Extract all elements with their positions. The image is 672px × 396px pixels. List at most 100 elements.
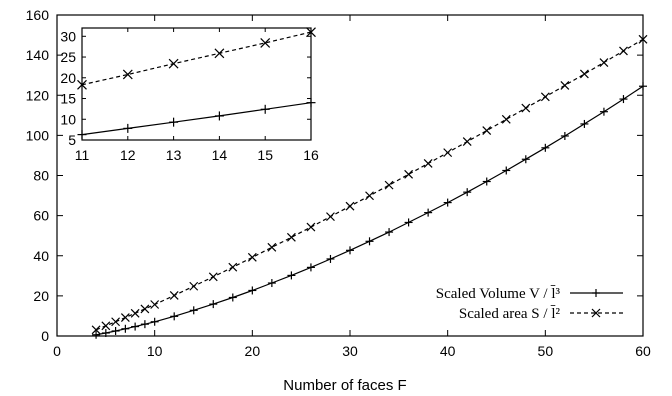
main-series-1-point-30 xyxy=(619,46,628,56)
main-series-1-point-16-d2 xyxy=(345,201,355,211)
main-series-1-point-4-d2 xyxy=(130,308,140,318)
inset-series-1-point-0 xyxy=(77,79,87,90)
legend-entry-1-label: Scaled area S / l̄² xyxy=(459,306,561,322)
main-series-0-point-6 xyxy=(150,317,159,326)
main-series-1-point-11 xyxy=(247,252,257,262)
main-series-0-point-16 xyxy=(346,246,354,255)
main-series-0-point-26 xyxy=(541,143,550,152)
main-series-1-point-9 xyxy=(208,272,218,282)
main-series-0-point-13 xyxy=(287,271,296,280)
main-series-0-point-22 xyxy=(463,188,472,197)
main-y-tick-label-1: 20 xyxy=(33,288,49,304)
main-series-0-point-24 xyxy=(502,166,511,175)
main-series-1-point-20-d2 xyxy=(423,159,433,168)
main-series-1-point-13 xyxy=(286,232,296,242)
main-y-tick-label-2: 40 xyxy=(33,248,49,264)
main-series-1-point-26 xyxy=(540,92,550,102)
main-series-1-point-5-d2 xyxy=(140,304,150,314)
inset-frame xyxy=(81,27,312,141)
inset-series-1-point-1-d2 xyxy=(122,69,133,80)
main-y-tick-label-7: 140 xyxy=(26,47,50,63)
main-series-1-point-29-d2 xyxy=(599,58,609,67)
main-series-0-point-21 xyxy=(443,198,452,207)
legend: Scaled Volume V / l̄³ Scaled area S / l̄² xyxy=(436,286,623,322)
main-series-0-point-3 xyxy=(121,324,130,333)
main-series-0-point-5 xyxy=(140,320,149,329)
main-series-1-point-21-d2 xyxy=(443,148,453,158)
inset-series-1-point-4-d2 xyxy=(260,38,271,48)
main-series-0-point-9 xyxy=(209,300,218,309)
main-series-1-point-11-d2 xyxy=(247,252,257,262)
main-x-tick-label-2: 20 xyxy=(245,343,261,359)
main-x-tick-label-3: 30 xyxy=(342,343,358,359)
inset-series-0-point-2 xyxy=(169,117,179,127)
main-x-tick-label-0: 0 xyxy=(53,343,61,359)
main-series-0-point-10 xyxy=(228,293,237,302)
inset-series-0-point-0 xyxy=(77,130,87,140)
main-series-0-point-2 xyxy=(111,326,120,335)
main-series-0-point-15 xyxy=(326,254,335,263)
main-series-0-point-28 xyxy=(580,119,589,128)
main-series-1-point-31 xyxy=(638,34,648,44)
main-series-1-point-15 xyxy=(326,212,335,222)
main-series-1-point-19 xyxy=(404,169,414,179)
main-series-1-point-23-d2 xyxy=(482,126,492,135)
inset-series-1-point-2 xyxy=(168,58,179,69)
main-series-1-point-19-d2 xyxy=(404,169,414,179)
inset-x-tick-label-0: 11 xyxy=(75,147,90,163)
main-series-0-point-11 xyxy=(248,286,257,295)
inset-y-tick-label-3: 20 xyxy=(60,70,76,86)
main-series-1-point-10-d2 xyxy=(228,262,238,272)
main-series-1-point-6 xyxy=(150,300,160,309)
main-series-1-point-4 xyxy=(130,308,140,318)
inset-y-tick-label-2: 15 xyxy=(60,91,76,107)
inset-series-1-point-3 xyxy=(214,48,225,59)
inset-series-1-point-1 xyxy=(122,69,133,80)
inset-series-0-point-3 xyxy=(214,111,224,121)
main-series-0-point-7 xyxy=(170,312,179,321)
inset-series-1-point-2-d2 xyxy=(168,58,179,69)
main-series-1-point-0 xyxy=(91,325,101,335)
inset-series-1-point-5-d2 xyxy=(306,27,316,38)
main-series-0-point-0 xyxy=(92,330,101,339)
main-series-1-point-7 xyxy=(169,291,179,300)
main-series-1-point-28-d2 xyxy=(579,69,589,79)
main-series-0-point-27 xyxy=(560,131,569,140)
main-series-1-point-15-d2 xyxy=(326,212,335,222)
main-x-tick-label-6: 60 xyxy=(635,343,651,359)
main-series-1-point-22 xyxy=(462,137,472,147)
inset-y-tick-label-5: 30 xyxy=(60,28,76,44)
main-series-1-point-2 xyxy=(111,317,121,327)
main-series-1-point-24-d2 xyxy=(501,114,511,124)
main-series-1-point-18 xyxy=(384,180,394,190)
main-series-1-point-24 xyxy=(501,114,511,124)
main-series-1-point-17-d2 xyxy=(365,191,374,201)
main-series-1-point-25 xyxy=(521,103,531,113)
main-series-1-point-10 xyxy=(228,262,238,272)
main-series-1-point-2-d2 xyxy=(111,317,121,327)
main-series-1-point-25-d2 xyxy=(521,103,531,113)
main-series-1-point-26-d2 xyxy=(540,92,550,102)
legend-entry-0-label: Scaled Volume V / l̄³ xyxy=(436,286,561,302)
main-series-0-point-17 xyxy=(365,237,374,246)
legend-entry-1-marker xyxy=(591,308,601,318)
inset-y-tick-label-0: 5 xyxy=(68,132,76,148)
main-series-1-point-14-d2 xyxy=(306,222,316,232)
main-series-0-point-8 xyxy=(189,306,198,315)
main-x-tick-label-1: 10 xyxy=(147,343,163,359)
inset-series-1-point-4 xyxy=(260,38,271,48)
inset-series-0-line xyxy=(81,102,312,136)
main-series-1-point-9-d2 xyxy=(208,272,218,282)
main-series-1-point-28 xyxy=(579,69,589,79)
inset-y-tick-label-4: 25 xyxy=(60,49,76,65)
main-series-1-point-18-d2 xyxy=(384,180,394,190)
main-series-1-point-30-d2 xyxy=(619,46,628,56)
main-y-tick-label-0: 0 xyxy=(41,328,49,344)
main-series-1-point-20 xyxy=(423,159,433,168)
main-series-0-point-25 xyxy=(521,155,530,164)
inset-x-tick-label-1: 12 xyxy=(120,147,136,163)
x-axis-label: Number of faces F xyxy=(283,377,406,394)
main-series-1-point-8-d2 xyxy=(189,281,199,291)
main-series-1-point-12 xyxy=(267,242,277,252)
